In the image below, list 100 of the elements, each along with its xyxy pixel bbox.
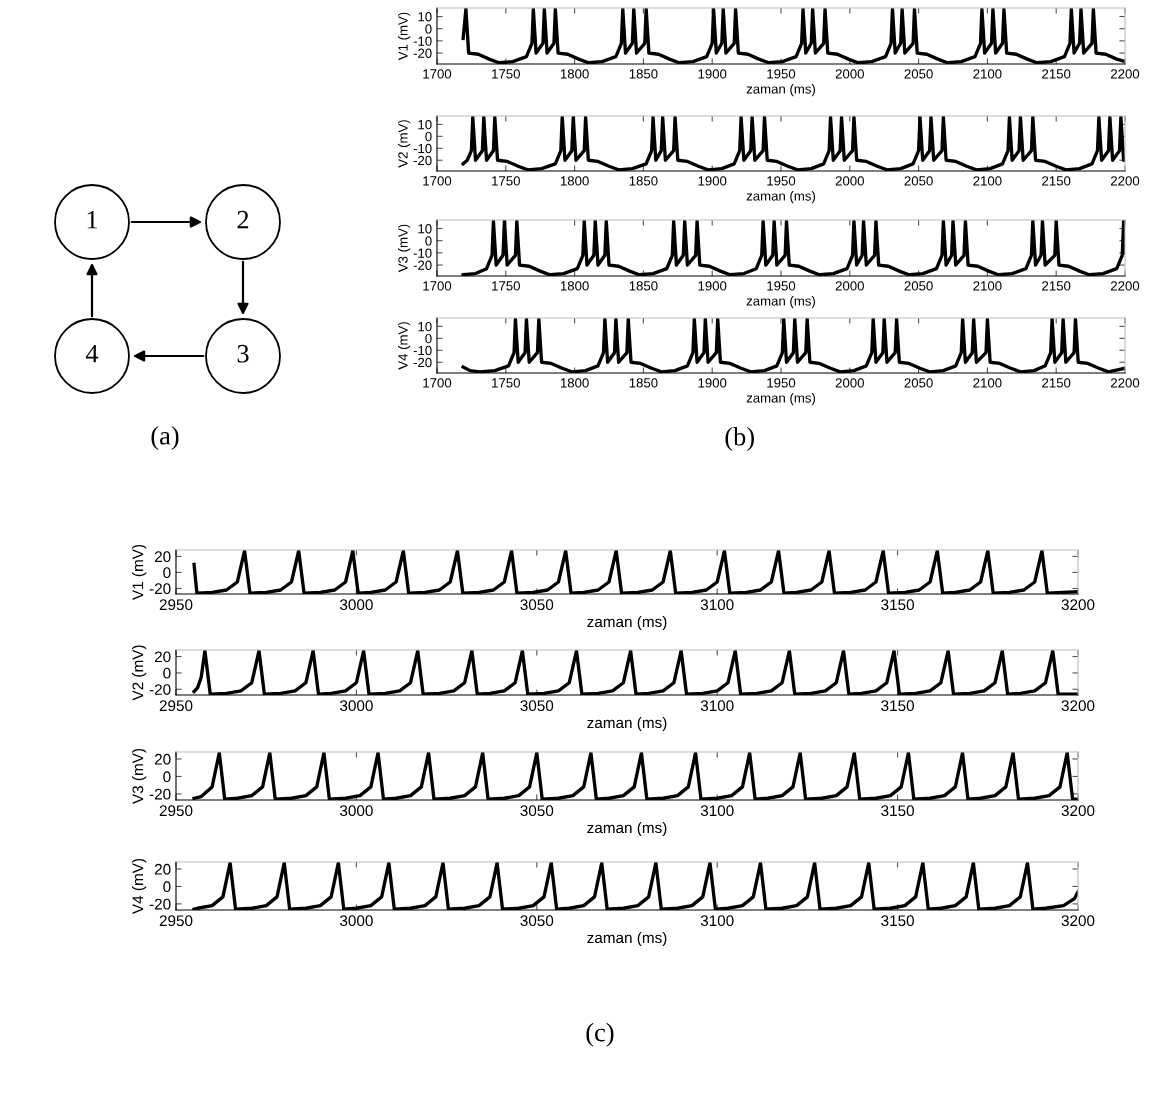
x-tick-label: 2950 — [159, 700, 193, 712]
x-tick-label: 3050 — [520, 599, 554, 611]
text: 3 — [237, 344, 249, 363]
y-tick-label: 0 — [425, 333, 432, 344]
x-tick-label: 1950 — [767, 176, 796, 186]
x-tick-label: 3150 — [881, 599, 914, 611]
y-tick-label: -10 — [413, 248, 432, 258]
x-tick-label: 3100 — [700, 599, 734, 611]
x-tick-label: 2950 — [159, 599, 193, 611]
y-tick-label: 20 — [154, 651, 171, 663]
y-axis-title: V4 (mV) — [132, 858, 147, 914]
y-tick-label: 0 — [425, 236, 432, 246]
y-tick-label: -20 — [149, 788, 171, 800]
x-tick-label: 1750 — [492, 378, 520, 388]
x-tick-label: 1700 — [423, 378, 452, 388]
x-tick-label: 3200 — [1061, 915, 1095, 927]
x-tick-label: 1700 — [423, 176, 452, 186]
x-tick-label: 2000 — [835, 176, 864, 186]
x-axis-title: zaman (ms) — [587, 821, 667, 837]
x-tick-label: 1800 — [560, 281, 589, 291]
x-axis-title: zaman (ms) — [587, 615, 667, 631]
y-tick-label: 20 — [154, 863, 171, 875]
x-tick-label: 3200 — [1061, 700, 1095, 712]
y-tick-label: -20 — [149, 583, 171, 595]
y-axis-title: V1 (mV) — [132, 544, 147, 600]
text: (a) — [151, 426, 179, 450]
y-axis-title: V4 (mV) — [397, 322, 411, 370]
y-tick-label: 0 — [163, 881, 171, 893]
x-tick-label: 1900 — [698, 69, 727, 79]
x-tick-label: 3050 — [520, 805, 554, 817]
x-tick-label: 3100 — [700, 700, 734, 712]
y-tick-label: 10 — [418, 321, 432, 332]
y-tick-label: 10 — [418, 119, 432, 130]
x-axis-title: zaman (ms) — [746, 295, 816, 309]
text: 2 — [237, 210, 249, 229]
y-tick-label: -20 — [413, 260, 432, 270]
x-tick-label: 3200 — [1061, 599, 1095, 611]
y-tick-label: -10 — [413, 36, 432, 46]
x-tick-label: 1700 — [423, 281, 452, 291]
x-axis-title: zaman (ms) — [746, 392, 816, 406]
x-tick-label: 2000 — [835, 281, 864, 291]
x-tick-label: 3150 — [881, 915, 914, 927]
y-tick-label: -20 — [413, 357, 432, 368]
x-tick-label: 2000 — [835, 378, 864, 388]
x-axis-title: zaman (ms) — [587, 931, 667, 947]
y-tick-label: 0 — [425, 24, 432, 34]
x-tick-label: 1800 — [560, 176, 589, 186]
x-tick-label: 1950 — [767, 281, 796, 291]
x-tick-label: 3100 — [700, 805, 734, 817]
y-tick-label: -20 — [149, 898, 171, 910]
x-tick-label: 3000 — [339, 805, 373, 817]
x-tick-label: 2200 — [1110, 176, 1140, 186]
y-tick-label: 20 — [154, 551, 171, 563]
x-tick-label: 2950 — [159, 805, 193, 817]
y-tick-label: 10 — [418, 224, 432, 234]
y-tick-label: -20 — [413, 155, 432, 166]
x-tick-label: 3000 — [339, 700, 373, 712]
x-tick-label: 2100 — [973, 378, 1002, 388]
x-tick-label: 2150 — [1042, 378, 1071, 388]
x-tick-label: 1800 — [560, 69, 589, 79]
y-tick-label: -10 — [413, 143, 432, 154]
y-tick-label: 0 — [163, 667, 171, 679]
x-tick-label: 2100 — [973, 176, 1002, 186]
x-tick-label: 2050 — [904, 69, 933, 79]
x-tick-label: 3200 — [1061, 805, 1095, 817]
x-tick-label: 2100 — [973, 281, 1002, 291]
x-tick-label: 3100 — [700, 915, 734, 927]
x-tick-label: 3050 — [520, 915, 554, 927]
x-tick-label: 1950 — [767, 69, 796, 79]
x-axis-title: zaman (ms) — [587, 716, 667, 732]
x-tick-label: 2150 — [1042, 281, 1071, 291]
y-tick-label: -20 — [413, 48, 432, 58]
x-tick-label: 2200 — [1110, 69, 1140, 79]
x-tick-label: 2050 — [904, 378, 933, 388]
x-tick-label: 3000 — [339, 599, 373, 611]
y-tick-label: 0 — [425, 131, 432, 142]
x-tick-label: 1800 — [560, 378, 589, 388]
text: (c) — [586, 1022, 614, 1047]
x-tick-label: 1850 — [629, 69, 658, 79]
x-tick-label: 1850 — [629, 378, 658, 388]
x-tick-label: 1900 — [698, 378, 727, 388]
x-tick-label: 1900 — [698, 176, 727, 186]
x-tick-label: 1850 — [629, 281, 658, 291]
text: 4 — [85, 344, 99, 363]
x-tick-label: 2100 — [973, 69, 1002, 79]
y-tick-label: -20 — [149, 684, 171, 695]
y-tick-label: -10 — [413, 345, 432, 356]
x-tick-label: 2200 — [1110, 281, 1140, 291]
x-tick-label: 1700 — [423, 69, 452, 79]
x-tick-label: 2200 — [1110, 378, 1140, 388]
y-axis-title: V2 (mV) — [132, 645, 147, 701]
x-tick-label: 1900 — [698, 281, 727, 291]
x-tick-label: 3050 — [520, 700, 554, 712]
x-tick-label: 3150 — [881, 700, 914, 712]
y-axis-title: V3 (mV) — [397, 224, 411, 273]
y-axis-title: V3 (mV) — [132, 748, 147, 804]
x-tick-label: 1750 — [492, 69, 520, 79]
x-tick-label: 2950 — [159, 915, 193, 927]
x-axis-title: zaman (ms) — [746, 83, 816, 97]
text: (b) — [725, 427, 754, 451]
